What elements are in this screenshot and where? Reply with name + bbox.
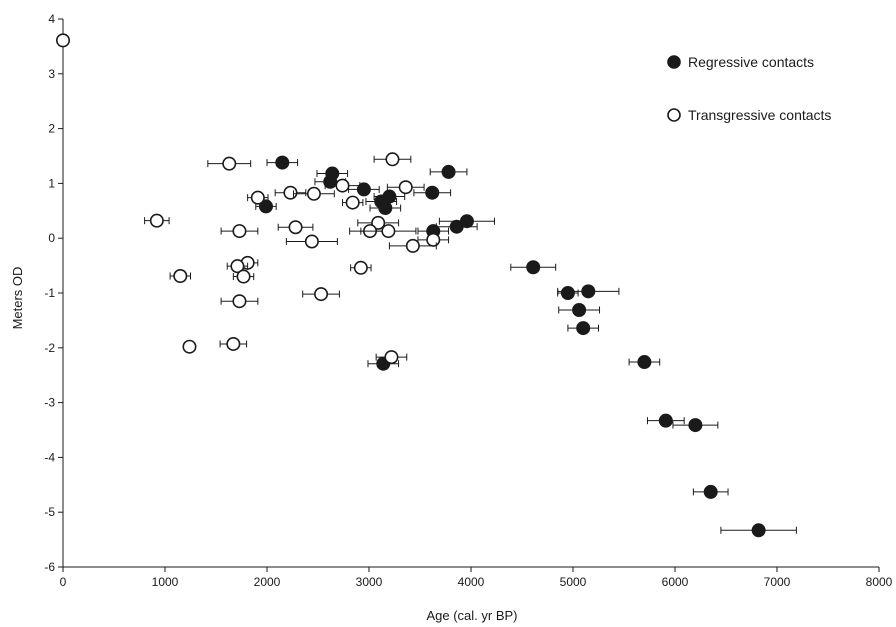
y-tick-label: -6 [44, 560, 55, 574]
point-transgressive [226, 336, 241, 351]
point-regressive [425, 185, 440, 200]
data-points [55, 33, 797, 538]
point-transgressive [381, 224, 396, 239]
point-regressive [703, 484, 718, 499]
point-transgressive [55, 33, 70, 48]
point-transgressive [283, 185, 298, 200]
point-transgressive [405, 238, 420, 253]
x-axis-title: Age (cal. yr BP) [426, 608, 517, 623]
point-transgressive [345, 195, 360, 210]
point-transgressive [288, 220, 303, 235]
point-transgressive [398, 180, 413, 195]
point-regressive [526, 260, 541, 275]
point-transgressive [353, 260, 368, 275]
point-transgressive [335, 178, 350, 193]
point-transgressive [306, 186, 321, 201]
point-transgressive [314, 287, 329, 302]
x-tick-label: 2000 [254, 575, 281, 589]
y-tick-label: -3 [44, 396, 55, 410]
y-tick-label: -5 [44, 505, 55, 519]
point-regressive [258, 199, 273, 214]
axes: 0 1000 2000 3000 4000 5000 6000 7000 8000 -6 -5 -4 -… [44, 12, 892, 589]
x-tick-label: 5000 [560, 575, 587, 589]
y-axis-title: Meters OD [10, 267, 25, 330]
point-transgressive [232, 224, 247, 239]
legend-marker-transgressive [667, 108, 681, 122]
legend: Regressive contacts Transgressive contac… [667, 54, 831, 123]
point-transgressive [236, 269, 251, 284]
point-regressive [441, 164, 456, 179]
x-tick-label: 3000 [356, 575, 383, 589]
x-tick-label: 8000 [866, 575, 893, 589]
point-regressive [378, 201, 393, 216]
point-regressive [751, 523, 766, 538]
point-transgressive [304, 234, 319, 249]
point-regressive [449, 219, 464, 234]
point-regressive [323, 174, 338, 189]
point-regressive [658, 413, 673, 428]
point-regressive [637, 355, 652, 370]
point-transgressive [182, 339, 197, 354]
x-tick-label: 6000 [662, 575, 689, 589]
point-transgressive [371, 215, 386, 230]
point-regressive [688, 418, 703, 433]
x-tick-label: 7000 [764, 575, 791, 589]
point-transgressive [173, 269, 188, 284]
y-tick-label: 0 [48, 231, 55, 245]
point-regressive [356, 182, 371, 197]
point-regressive [581, 284, 596, 299]
y-tick-label: 2 [48, 122, 55, 136]
point-transgressive [230, 259, 245, 274]
legend-label-regressive: Regressive contacts [688, 54, 814, 70]
x-tick-label: 0 [60, 575, 67, 589]
point-transgressive [222, 156, 237, 171]
point-transgressive [384, 350, 399, 365]
point-regressive [576, 321, 591, 336]
point-transgressive [232, 294, 247, 309]
point-transgressive [385, 152, 400, 167]
y-tick-label: -4 [44, 450, 55, 464]
point-transgressive [426, 232, 441, 247]
y-tick-label: 1 [48, 176, 55, 190]
x-tick-label: 1000 [152, 575, 179, 589]
y-tick-label: 4 [48, 12, 55, 26]
x-tick-label: 4000 [458, 575, 485, 589]
point-regressive [275, 155, 290, 170]
point-transgressive [149, 213, 164, 228]
point-regressive [572, 302, 587, 317]
point-transgressive [250, 190, 265, 205]
legend-marker-regressive [667, 55, 681, 69]
y-tick-label: -1 [44, 286, 55, 300]
legend-label-transgressive: Transgressive contacts [688, 107, 831, 123]
y-tick-label: 3 [48, 67, 55, 81]
y-tick-label: -2 [44, 341, 55, 355]
point-regressive [560, 285, 575, 300]
